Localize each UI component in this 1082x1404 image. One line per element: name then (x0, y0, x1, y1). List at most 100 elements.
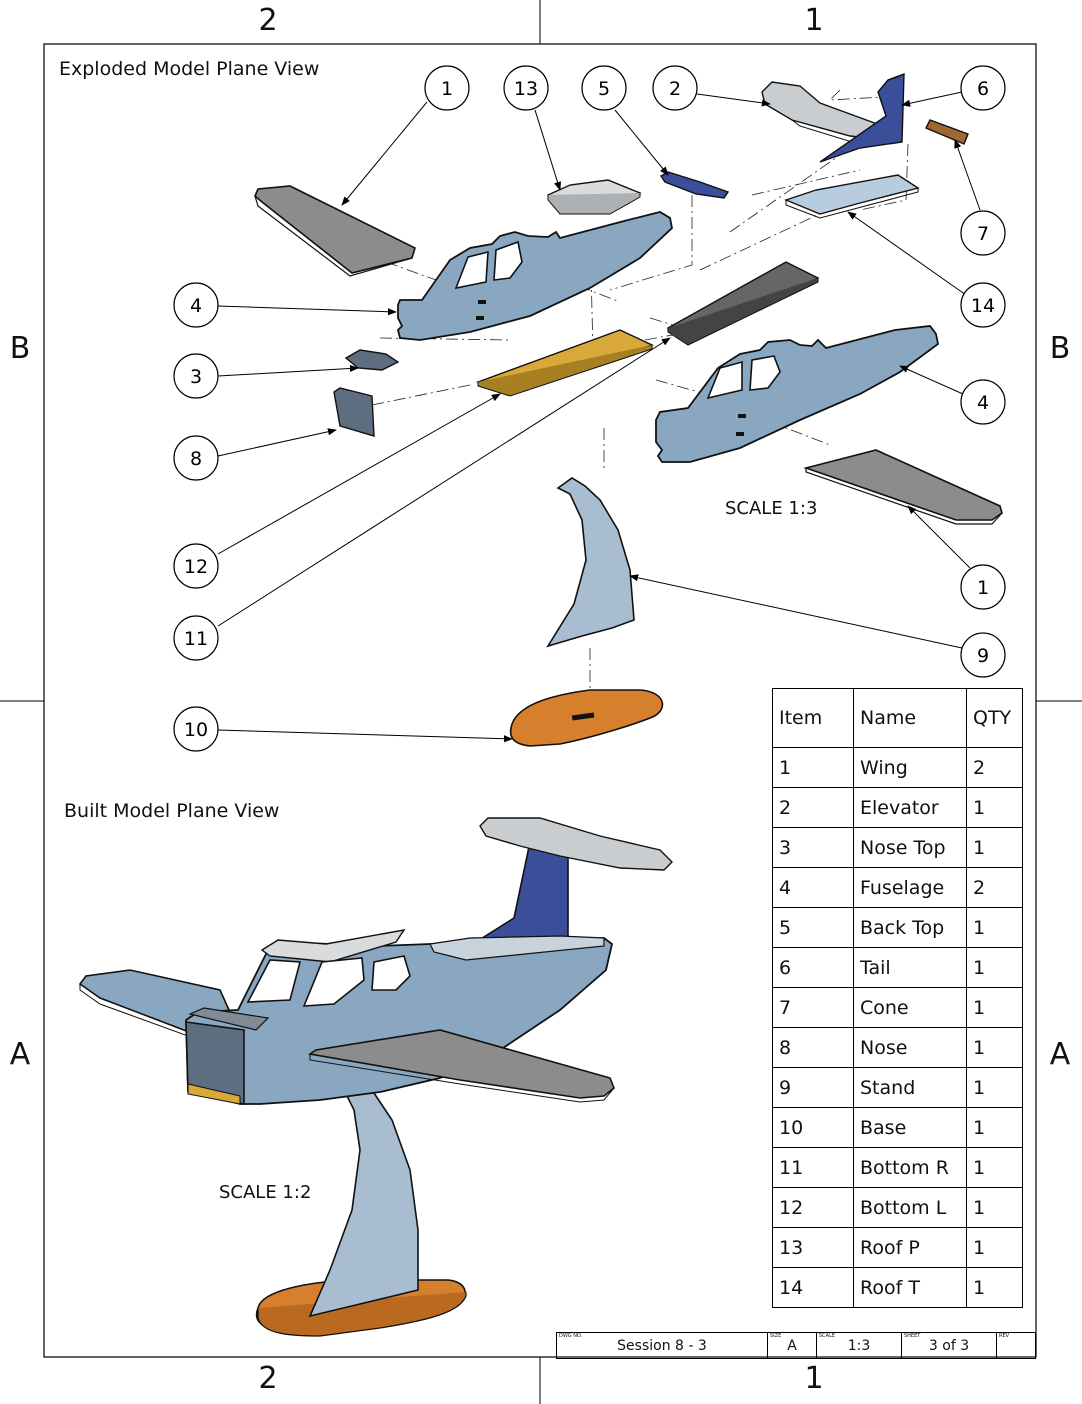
bom-qty-cell: 2 (966, 867, 1023, 908)
bom-qty-cell: 1 (966, 1107, 1023, 1148)
bom-name-cell: Fuselage (853, 867, 967, 908)
bottom-l-part (475, 329, 654, 397)
balloon-number: 12 (184, 556, 208, 578)
balloon-circle (424, 65, 470, 111)
exploded-view-scale: SCALE 1:3 (725, 498, 818, 519)
bom-qty-cell: 1 (966, 907, 1023, 948)
balloon-number: 2 (669, 78, 681, 100)
balloon-circle (652, 65, 698, 111)
alignment-lines (371, 89, 909, 710)
wing-left-part (254, 185, 416, 277)
zone-top-right: 1 (804, 3, 824, 38)
balloon-circle (503, 65, 549, 111)
balloon-circle (173, 282, 219, 328)
balloon-circle (960, 282, 1006, 328)
bom-qty-cell: 1 (966, 1147, 1023, 1188)
sheet-value: 3 of 3 (928, 1337, 970, 1354)
title-block: DWG NO. Session 8 - 3 SIZE A SCALE 1:3 S… (556, 1332, 1036, 1359)
bom-qty-cell: 1 (966, 827, 1023, 868)
leader-lines (217, 91, 981, 743)
balloon-circle (960, 379, 1006, 425)
bom-name-cell: Bottom L (853, 1187, 967, 1228)
bom-qty-cell: 1 (966, 1027, 1023, 1068)
balloon-circle (960, 210, 1006, 256)
cone-part (925, 119, 969, 145)
bom-item-cell: 14 (772, 1267, 854, 1308)
back-top-part (660, 171, 730, 199)
bom-name-cell: Roof T (853, 1267, 967, 1308)
bom-item-cell: 6 (772, 947, 854, 988)
bom-qty-cell: 1 (966, 987, 1023, 1028)
bom-item-cell: 5 (772, 907, 854, 948)
size-label: SIZE (770, 1333, 782, 1339)
fuselage-upper-part (397, 211, 673, 341)
balloon-number: 3 (190, 366, 202, 388)
base-part (509, 689, 664, 747)
bom-item-cell: 8 (772, 1027, 854, 1068)
stand-part (546, 477, 635, 648)
balloon-circle (173, 353, 219, 399)
rev-cell: REV (996, 1332, 1036, 1359)
scale-value: 1:3 (847, 1337, 871, 1354)
rev-label: REV (999, 1333, 1010, 1339)
bom-name-cell: Base (853, 1107, 967, 1148)
balloon-number: 8 (190, 448, 202, 470)
bom-row: 8 Nose 1 (772, 1027, 1023, 1068)
bom-item-cell: 3 (772, 827, 854, 868)
balloon-number: 14 (971, 295, 995, 317)
bom-row: 3 Nose Top 1 (772, 827, 1023, 868)
bom-name-cell: Nose (853, 1027, 967, 1068)
bom-header-item: Item (772, 688, 854, 748)
bom-name-cell: Stand (853, 1067, 967, 1108)
zone-top-left: 2 (258, 3, 278, 38)
bom-row: 5 Back Top 1 (772, 907, 1023, 948)
bom-item-cell: 7 (772, 987, 854, 1028)
scale-cell: SCALE 1:3 (816, 1332, 902, 1359)
balloon-number: 5 (598, 78, 610, 100)
balloon-circle (173, 543, 219, 589)
balloon-number: 9 (977, 645, 989, 667)
zone-bottom-right: 1 (804, 1361, 824, 1396)
bom-qty-cell: 2 (966, 747, 1023, 788)
bom-header-qty: QTY (966, 688, 1023, 748)
roof-p-part (546, 179, 642, 215)
built-model-illustration (78, 817, 673, 1337)
sheet-label: SHEET (904, 1333, 921, 1339)
balloon-circle (173, 706, 219, 752)
size-value: A (787, 1337, 797, 1354)
nose-top-part (344, 349, 400, 371)
exploded-view-title: Exploded Model Plane View (59, 58, 320, 80)
bom-qty-cell: 1 (966, 1267, 1023, 1308)
bom-qty-cell: 1 (966, 947, 1023, 988)
zone-bottom-left: 2 (258, 1361, 278, 1396)
bom-name-cell: Bottom R (853, 1147, 967, 1188)
bom-qty-cell: 1 (966, 1067, 1023, 1108)
bom-row: 4 Fuselage 2 (772, 867, 1023, 908)
bom-row: 2 Elevator 1 (772, 787, 1023, 828)
balloon-number: 4 (977, 392, 989, 414)
balloon-circle (960, 65, 1006, 111)
balloon-circle (173, 615, 219, 661)
bom-row: 1 Wing 2 (772, 747, 1023, 788)
zone-right-a: A (1049, 1037, 1071, 1072)
nose-part (333, 387, 375, 437)
balloon-circle (960, 564, 1006, 610)
bom-item-cell: 12 (772, 1187, 854, 1228)
bom-name-cell: Tail (853, 947, 967, 988)
bom-name-cell: Wing (853, 747, 967, 788)
bom-name-cell: Roof P (853, 1227, 967, 1268)
balloon-circle (960, 632, 1006, 678)
bom-qty-cell: 1 (966, 1187, 1023, 1228)
dwg-no-cell: DWG NO. Session 8 - 3 (556, 1332, 768, 1359)
bill-of-materials-table: Item Name QTY 1 Wing 2 2 Elevator 1 3 Nose Top 1… (772, 688, 1023, 1308)
scale-label: SCALE (819, 1333, 836, 1339)
size-cell: SIZE A (767, 1332, 817, 1359)
balloon-circle (581, 65, 627, 111)
bottom-r-part (666, 261, 820, 346)
bom-row: 10 Base 1 (772, 1107, 1023, 1148)
bom-name-cell: Elevator (853, 787, 967, 828)
dwg-no-label: DWG NO. (559, 1333, 583, 1339)
